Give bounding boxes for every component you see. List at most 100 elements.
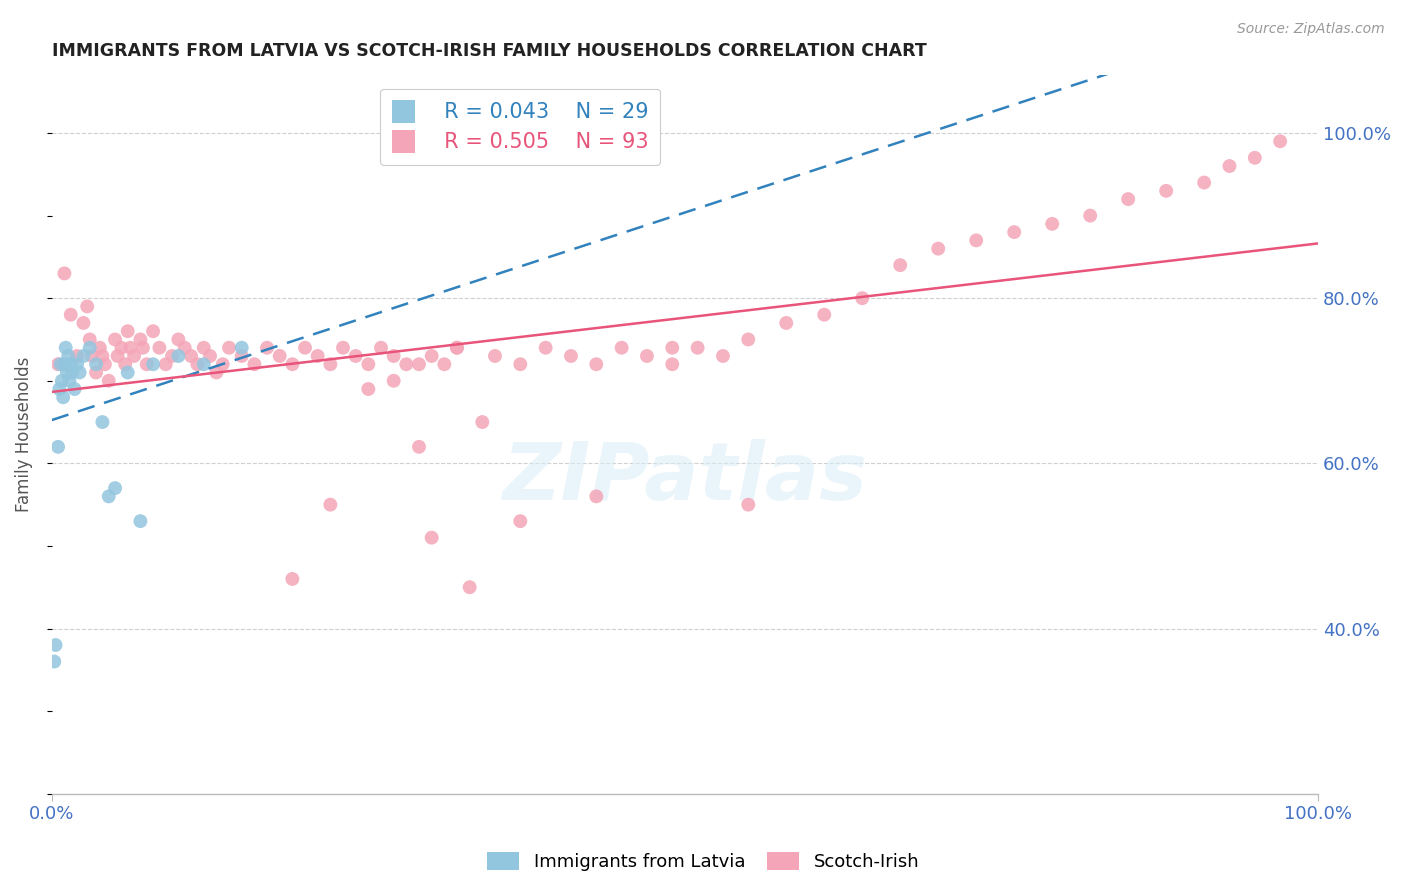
- Point: [661, 357, 683, 371]
- Point: [155, 357, 177, 371]
- Point: [357, 382, 380, 396]
- Point: [446, 341, 468, 355]
- Point: [117, 324, 139, 338]
- Point: [56, 366, 79, 380]
- Point: [256, 341, 278, 355]
- Point: [205, 366, 228, 380]
- Point: [46, 357, 69, 371]
- Point: [135, 357, 157, 371]
- Point: [281, 572, 304, 586]
- Point: [813, 308, 835, 322]
- Point: [1154, 184, 1177, 198]
- Point: [180, 349, 202, 363]
- Point: [104, 333, 127, 347]
- Point: [560, 349, 582, 363]
- Point: [382, 374, 405, 388]
- Point: [69, 366, 91, 380]
- Point: [193, 341, 215, 355]
- Point: [585, 357, 607, 371]
- Legend:   R = 0.043    N = 29,   R = 0.505    N = 93: R = 0.043 N = 29, R = 0.505 N = 93: [381, 88, 661, 164]
- Point: [91, 415, 114, 429]
- Point: [58, 349, 80, 363]
- Point: [927, 242, 949, 256]
- Point: [66, 349, 89, 363]
- Point: [737, 333, 759, 347]
- Point: [408, 440, 430, 454]
- Point: [686, 341, 709, 355]
- Point: [1002, 225, 1025, 239]
- Point: [198, 349, 221, 363]
- Point: [231, 341, 253, 355]
- Point: [167, 349, 190, 363]
- Point: [167, 333, 190, 347]
- Point: [58, 374, 80, 388]
- Point: [44, 655, 66, 669]
- Point: [53, 357, 76, 371]
- Point: [1116, 192, 1139, 206]
- Point: [610, 341, 633, 355]
- Point: [775, 316, 797, 330]
- Point: [211, 357, 233, 371]
- Point: [48, 382, 70, 396]
- Point: [382, 349, 405, 363]
- Point: [97, 489, 120, 503]
- Point: [231, 349, 253, 363]
- Point: [420, 531, 443, 545]
- Point: [173, 341, 195, 355]
- Point: [269, 349, 291, 363]
- Point: [281, 357, 304, 371]
- Point: [104, 481, 127, 495]
- Point: [160, 349, 183, 363]
- Point: [72, 316, 94, 330]
- Text: IMMIGRANTS FROM LATVIA VS SCOTCH-IRISH FAMILY HOUSEHOLDS CORRELATION CHART: IMMIGRANTS FROM LATVIA VS SCOTCH-IRISH F…: [52, 42, 927, 60]
- Point: [446, 341, 468, 355]
- Point: [1218, 159, 1240, 173]
- Point: [1268, 134, 1291, 148]
- Point: [851, 291, 873, 305]
- Point: [1040, 217, 1063, 231]
- Point: [84, 357, 107, 371]
- Point: [332, 341, 354, 355]
- Point: [79, 333, 101, 347]
- Text: ZIPatlas: ZIPatlas: [502, 439, 868, 516]
- Point: [395, 357, 418, 371]
- Point: [142, 324, 165, 338]
- Point: [243, 357, 266, 371]
- Point: [1192, 176, 1215, 190]
- Legend: Immigrants from Latvia, Scotch-Irish: Immigrants from Latvia, Scotch-Irish: [479, 845, 927, 879]
- Point: [59, 308, 82, 322]
- Point: [186, 357, 208, 371]
- Point: [1078, 209, 1101, 223]
- Point: [585, 489, 607, 503]
- Point: [307, 349, 329, 363]
- Point: [129, 514, 152, 528]
- Point: [91, 349, 114, 363]
- Point: [63, 382, 86, 396]
- Point: [49, 357, 72, 371]
- Point: [45, 638, 67, 652]
- Point: [107, 349, 129, 363]
- Point: [122, 349, 145, 363]
- Point: [218, 341, 240, 355]
- Point: [370, 341, 392, 355]
- Point: [132, 341, 155, 355]
- Point: [509, 357, 531, 371]
- Point: [52, 390, 75, 404]
- Point: [420, 349, 443, 363]
- Point: [458, 580, 481, 594]
- Point: [344, 349, 367, 363]
- Point: [94, 357, 117, 371]
- Point: [711, 349, 734, 363]
- Point: [89, 341, 111, 355]
- Point: [357, 357, 380, 371]
- Point: [509, 514, 531, 528]
- Point: [534, 341, 557, 355]
- Point: [889, 258, 911, 272]
- Point: [661, 341, 683, 355]
- Point: [1243, 151, 1265, 165]
- Point: [142, 357, 165, 371]
- Point: [319, 357, 342, 371]
- Point: [79, 341, 101, 355]
- Point: [484, 349, 506, 363]
- Point: [72, 349, 94, 363]
